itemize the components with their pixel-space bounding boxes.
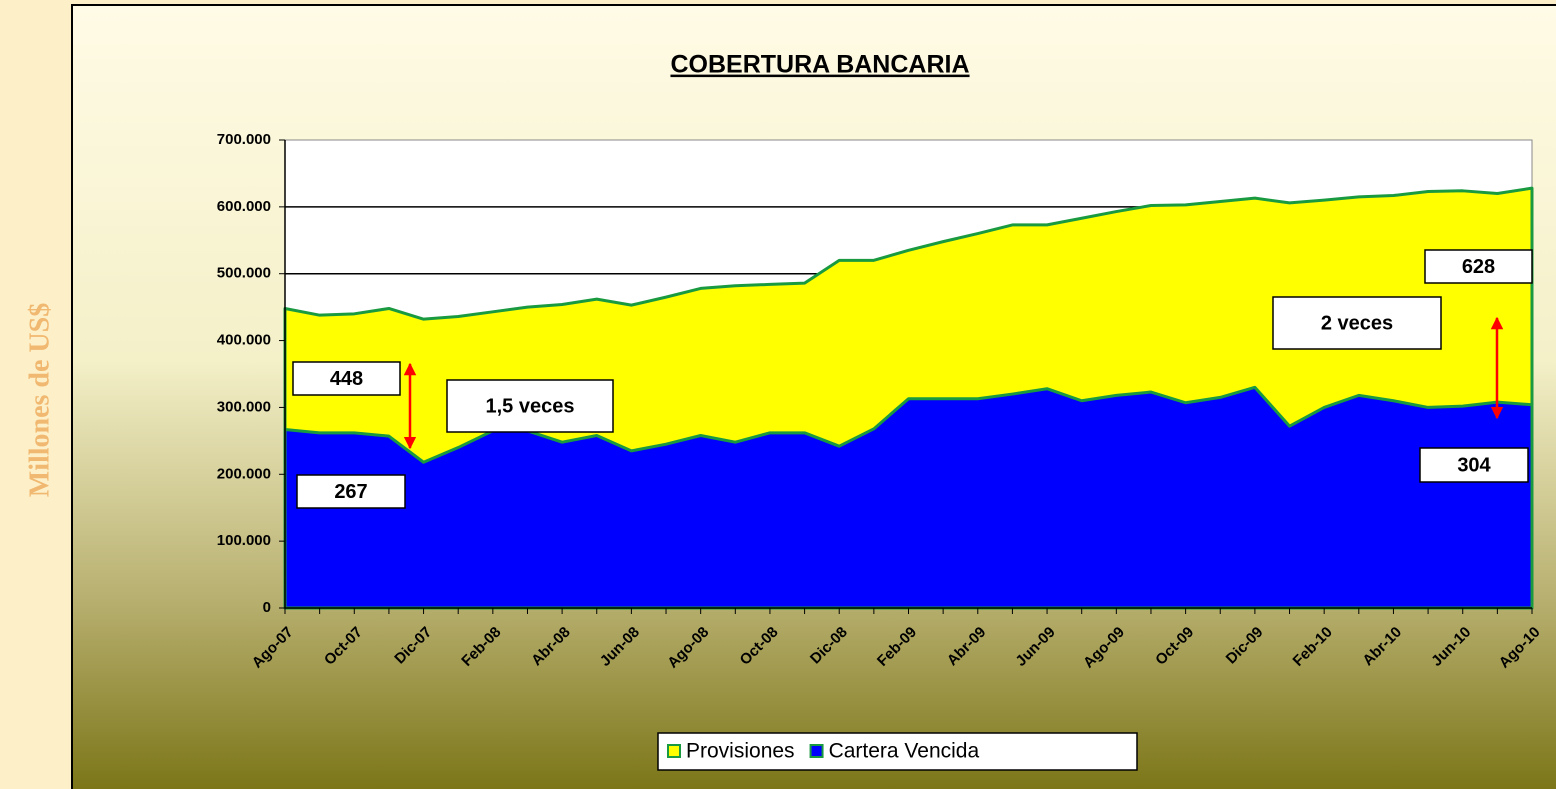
y-tick-label: 100.000 [217, 532, 271, 549]
legend [657, 732, 1138, 771]
annotation-box [1272, 296, 1442, 350]
plot [283, 186, 1534, 610]
legend-label: Cartera Vencida [829, 740, 980, 763]
y-tick-label: 200.000 [217, 465, 271, 482]
legend-swatch [667, 744, 681, 758]
data-label: 267 [334, 481, 367, 503]
annotation: 1,5 veces [486, 395, 575, 417]
legend-label: Provisiones [686, 740, 795, 763]
data-label: 628 [1462, 256, 1495, 278]
y-tick-label: 300.000 [217, 398, 271, 415]
data-label-box [1424, 249, 1533, 284]
y-tick-label: 400.000 [217, 332, 271, 349]
annotation: 2 veces [1321, 312, 1393, 334]
data-label-box [1419, 447, 1529, 483]
chart-title: COBERTURA BANCARIA [670, 51, 969, 79]
y-tick-label: 700.000 [217, 131, 271, 148]
data-label: 448 [330, 368, 363, 390]
data-label-box [296, 474, 406, 509]
side-label: Millones de US$ [24, 303, 55, 497]
annotation-box [446, 379, 614, 433]
data-label: 304 [1457, 454, 1491, 476]
y-tick-label: 500.000 [217, 265, 271, 282]
legend-swatch [809, 744, 824, 758]
y-tick-label: 0 [263, 599, 271, 616]
data-label-box [292, 361, 401, 396]
y-tick-label: 600.000 [217, 198, 271, 215]
